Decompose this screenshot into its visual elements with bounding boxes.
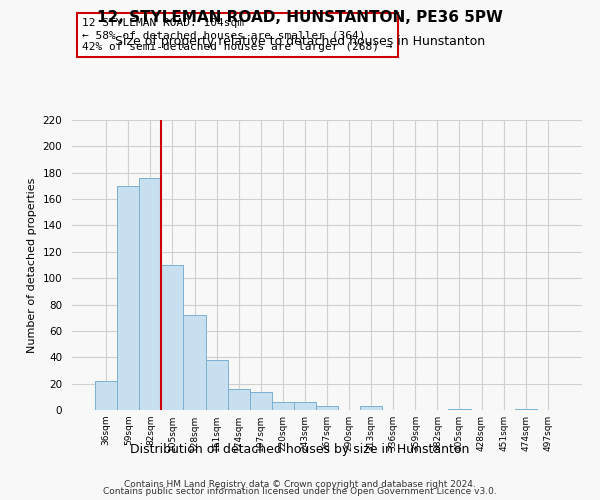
Text: 12, STYLEMAN ROAD, HUNSTANTON, PE36 5PW: 12, STYLEMAN ROAD, HUNSTANTON, PE36 5PW [97, 10, 503, 25]
Bar [206, 360, 227, 410]
Text: Size of property relative to detached houses in Hunstanton: Size of property relative to detached ho… [115, 35, 485, 48]
Bar [316, 406, 338, 410]
Bar [360, 406, 382, 410]
Text: Contains HM Land Registry data © Crown copyright and database right 2024.: Contains HM Land Registry data © Crown c… [124, 480, 476, 489]
Y-axis label: Number of detached properties: Number of detached properties [27, 178, 37, 352]
Text: Distribution of detached houses by size in Hunstanton: Distribution of detached houses by size … [130, 442, 470, 456]
Bar [294, 402, 316, 410]
Bar [272, 402, 294, 410]
Bar [448, 408, 470, 410]
Bar [227, 389, 250, 410]
Bar [117, 186, 139, 410]
Bar [95, 381, 117, 410]
Text: Contains public sector information licensed under the Open Government Licence v3: Contains public sector information licen… [103, 488, 497, 496]
Bar [250, 392, 272, 410]
Bar [184, 315, 206, 410]
Bar [515, 408, 537, 410]
Bar [161, 265, 184, 410]
Text: 12 STYLEMAN ROAD: 104sqm
← 58% of detached houses are smaller (364)
42% of semi-: 12 STYLEMAN ROAD: 104sqm ← 58% of detach… [82, 18, 392, 52]
Bar [139, 178, 161, 410]
